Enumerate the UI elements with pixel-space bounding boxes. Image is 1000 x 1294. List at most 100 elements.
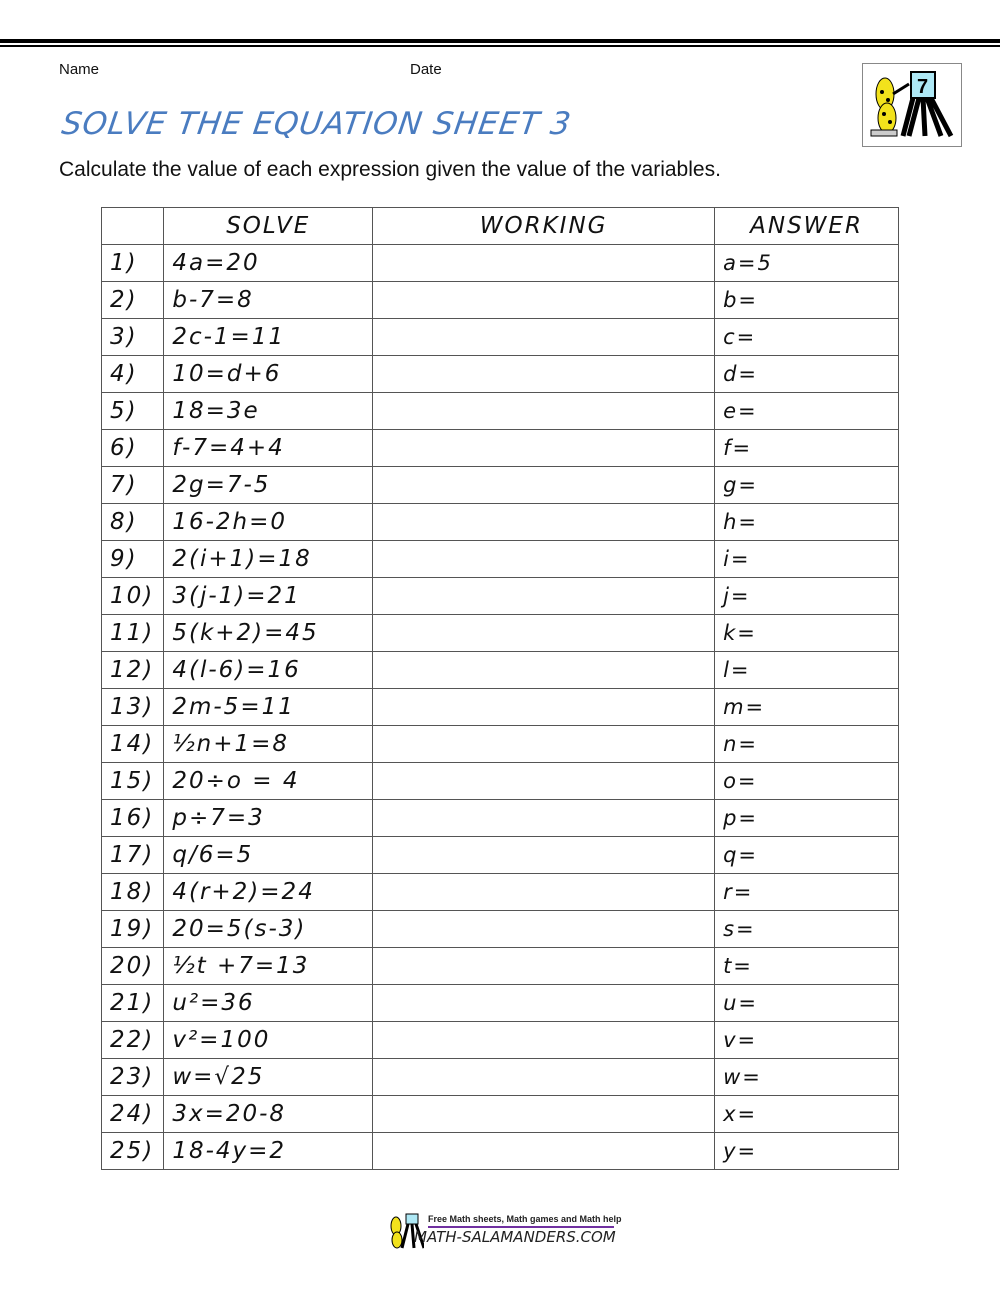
working-cell[interactable] [372,503,716,541]
answer-cell[interactable]: e= [714,392,899,430]
equation: ½t +7=13 [163,947,374,985]
equation: 2(i+1)=18 [163,540,374,578]
footer-salamander-icon [390,1213,424,1249]
answer-cell[interactable]: j= [714,577,899,615]
answer-cell[interactable]: x= [714,1095,899,1133]
col-header-answer: ANSWER [714,207,899,245]
table-header-row: SOLVE WORKING ANSWER [100,207,899,245]
top-rule-thin [0,45,1000,47]
working-cell[interactable] [372,910,716,948]
table-row: 19) 20=5(s-3) s= [100,910,899,948]
answer-cell[interactable]: t= [714,947,899,985]
equation: 18-4y=2 [163,1132,374,1170]
answer-cell[interactable]: m= [714,688,899,726]
row-number: 25) [100,1132,165,1170]
row-number: 14) [100,725,165,763]
working-cell[interactable] [372,688,716,726]
table-row: 24) 3x=20-8 x= [100,1095,899,1133]
answer-cell[interactable]: f= [714,429,899,467]
date-label: Date [410,61,442,78]
salamander-logo: 7 [862,63,962,147]
answer-cell[interactable]: p= [714,799,899,837]
working-cell[interactable] [372,281,716,319]
answer-cell[interactable]: s= [714,910,899,948]
answer-cell[interactable]: d= [714,355,899,393]
table-row: 11) 5(k+2)=45 k= [100,614,899,652]
answer-cell[interactable]: q= [714,836,899,874]
equation: u²=36 [163,984,374,1022]
working-cell[interactable] [372,355,716,393]
working-cell[interactable] [372,392,716,430]
answer-cell[interactable]: n= [714,725,899,763]
equation: v²=100 [163,1021,374,1059]
row-number: 4) [100,355,165,393]
working-cell[interactable] [372,836,716,874]
table-row: 5) 18=3e e= [100,392,899,430]
working-cell[interactable] [372,540,716,578]
working-cell[interactable] [372,614,716,652]
working-cell[interactable] [372,799,716,837]
equation: 2c-1=11 [163,318,374,356]
row-number: 10) [100,577,165,615]
row-number: 16) [100,799,165,837]
row-number: 2) [100,281,165,319]
footer-tagline: Free Math sheets, Math games and Math he… [428,1214,622,1224]
equation: 4a=20 [163,244,374,282]
answer-cell[interactable]: r= [714,873,899,911]
table-row: 12) 4(l-6)=16 l= [100,651,899,689]
working-cell[interactable] [372,244,716,282]
row-number: 23) [100,1058,165,1096]
col-header-working: WORKING [372,207,716,245]
equation: 5(k+2)=45 [163,614,374,652]
table-row: 10) 3(j-1)=21 j= [100,577,899,615]
answer-cell[interactable]: b= [714,281,899,319]
answer-cell[interactable]: v= [714,1021,899,1059]
working-cell[interactable] [372,947,716,985]
working-cell[interactable] [372,873,716,911]
table-row: 6) f-7=4+4 f= [100,429,899,467]
row-number: 11) [100,614,165,652]
answer-cell[interactable]: i= [714,540,899,578]
answer-cell[interactable]: o= [714,762,899,800]
answer-cell[interactable]: g= [714,466,899,504]
answer-cell[interactable]: c= [714,318,899,356]
working-cell[interactable] [372,1021,716,1059]
working-cell[interactable] [372,1132,716,1170]
working-cell[interactable] [372,318,716,356]
equation: 3x=20-8 [163,1095,374,1133]
answer-cell[interactable]: w= [714,1058,899,1096]
table-row: 18) 4(r+2)=24 r= [100,873,899,911]
answer-cell[interactable]: u= [714,984,899,1022]
working-cell[interactable] [372,984,716,1022]
answer-cell[interactable]: y= [714,1132,899,1170]
answer-cell[interactable]: l= [714,651,899,689]
equation: ½n+1=8 [163,725,374,763]
working-cell[interactable] [372,1058,716,1096]
working-cell[interactable] [372,762,716,800]
row-number: 18) [100,873,165,911]
working-cell[interactable] [372,1095,716,1133]
table-row: 14) ½n+1=8 n= [100,725,899,763]
answer-cell[interactable]: h= [714,503,899,541]
working-cell[interactable] [372,651,716,689]
working-cell[interactable] [372,466,716,504]
row-number: 12) [100,651,165,689]
equation: f-7=4+4 [163,429,374,467]
working-cell[interactable] [372,725,716,763]
working-cell[interactable] [372,577,716,615]
row-number: 20) [100,947,165,985]
instructions: Calculate the value of each expression g… [59,158,721,181]
top-rule [0,39,1000,43]
equation: b-7=8 [163,281,374,319]
row-number: 9) [100,540,165,578]
table-row: 13) 2m-5=11 m= [100,688,899,726]
row-number: 17) [100,836,165,874]
table-row: 1) 4a=20 a=5 [100,244,899,282]
col-header-solve: SOLVE [163,207,374,245]
row-number: 1) [100,244,165,282]
answer-cell[interactable]: a=5 [714,244,899,282]
table-row: 22) v²=100 v= [100,1021,899,1059]
working-cell[interactable] [372,429,716,467]
answer-cell[interactable]: k= [714,614,899,652]
table-row: 15) 20÷o = 4 o= [100,762,899,800]
